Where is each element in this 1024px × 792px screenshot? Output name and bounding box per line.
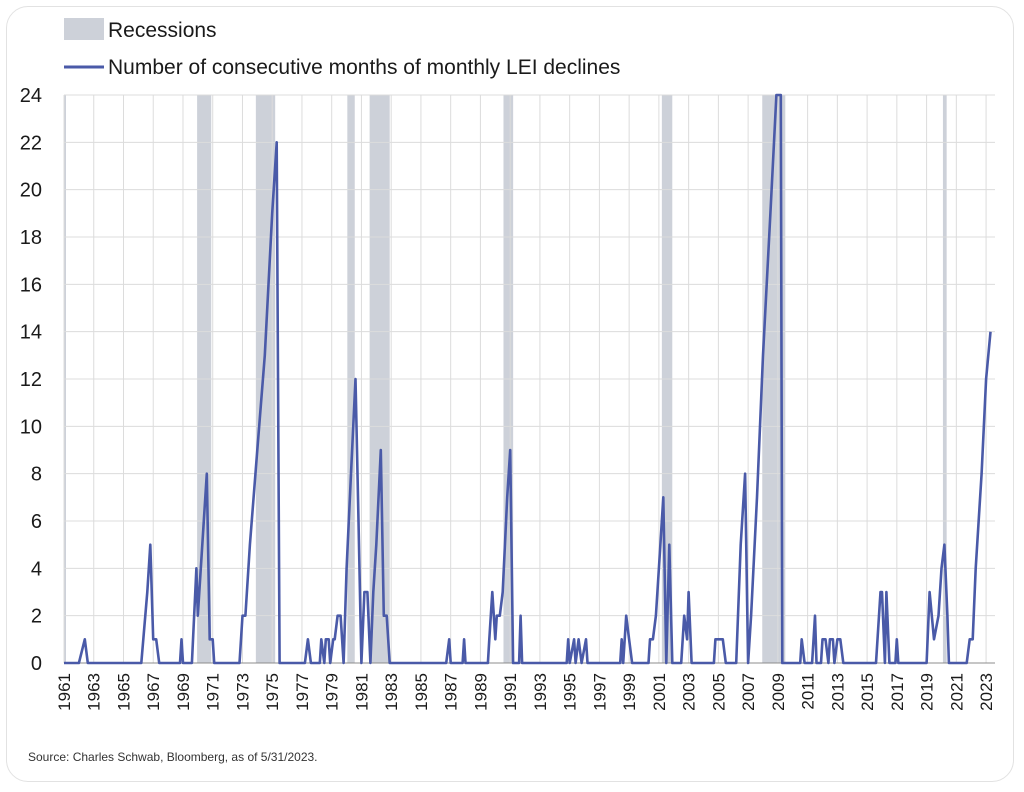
y-tick-label-20: 20	[20, 180, 42, 202]
source-note: Source: Charles Schwab, Bloomberg, as of…	[28, 750, 318, 764]
x-tick-label-1977: 1977	[293, 673, 312, 711]
y-tick-label-8: 8	[31, 464, 42, 486]
x-tick-label-1999: 1999	[620, 673, 639, 711]
x-tick-label-1969: 1969	[174, 673, 193, 711]
x-tick-label-1971: 1971	[204, 673, 223, 711]
x-tick-labels: 1961 1963 1965 1967 1969 1971 1973 1975 1977 1979…	[55, 673, 996, 711]
x-tick-label-2011: 2011	[799, 673, 818, 710]
chart-legend: Recessions Number of consecutive months …	[64, 18, 620, 79]
x-tick-label-2007: 2007	[739, 673, 758, 711]
x-tick-label-2023: 2023	[977, 673, 996, 711]
x-tick-label-2003: 2003	[680, 673, 699, 711]
y-tick-label-0: 0	[31, 653, 42, 675]
legend-label-lei: Number of consecutive months of monthly …	[108, 56, 620, 79]
x-tick-label-1967: 1967	[144, 673, 163, 711]
y-tick-label-4: 4	[31, 558, 42, 580]
x-tick-label-1991: 1991	[501, 673, 520, 711]
y-tick-label-12: 12	[20, 369, 42, 391]
x-tick-label-1961: 1961	[55, 673, 74, 711]
y-tick-label-6: 6	[31, 511, 42, 533]
grid-lines	[63, 94, 995, 663]
x-tick-label-1983: 1983	[382, 673, 401, 711]
x-tick-label-1975: 1975	[263, 673, 282, 711]
y-tick-label-22: 22	[20, 132, 42, 154]
x-tick-label-2017: 2017	[888, 673, 907, 711]
y-tick-label-18: 18	[20, 227, 42, 249]
x-tick-label-1995: 1995	[561, 673, 580, 711]
series-line-lei-declines	[64, 93, 992, 665]
legend-swatch-recessions	[64, 18, 104, 40]
x-tick-label-2001: 2001	[650, 673, 669, 711]
x-tick-label-1997: 1997	[590, 673, 609, 711]
y-tick-label-24: 24	[20, 85, 42, 107]
y-tick-label-10: 10	[20, 416, 42, 438]
x-tick-label-2019: 2019	[918, 673, 937, 711]
x-tick-label-2021: 2021	[947, 673, 966, 711]
legend-label-recessions: Recessions	[108, 19, 217, 42]
x-tick-label-2013: 2013	[828, 673, 847, 711]
x-tick-label-1981: 1981	[352, 673, 371, 711]
x-tick-label-1973: 1973	[234, 673, 253, 711]
x-tick-label-1987: 1987	[442, 673, 461, 711]
x-tick-label-1993: 1993	[531, 673, 550, 711]
y-tick-label-2: 2	[31, 606, 42, 628]
x-tick-label-1989: 1989	[471, 673, 490, 711]
x-tick-label-1985: 1985	[412, 673, 431, 711]
series-layer	[64, 93, 992, 665]
x-tick-label-2009: 2009	[769, 673, 788, 711]
x-tick-label-2005: 2005	[709, 673, 728, 711]
x-tick-label-1979: 1979	[323, 673, 342, 711]
y-tick-label-16: 16	[20, 274, 42, 296]
x-tick-label-1963: 1963	[85, 673, 104, 711]
x-tick-label-1965: 1965	[115, 673, 134, 711]
x-tick-label-2015: 2015	[858, 673, 877, 711]
y-tick-label-14: 14	[20, 322, 42, 344]
